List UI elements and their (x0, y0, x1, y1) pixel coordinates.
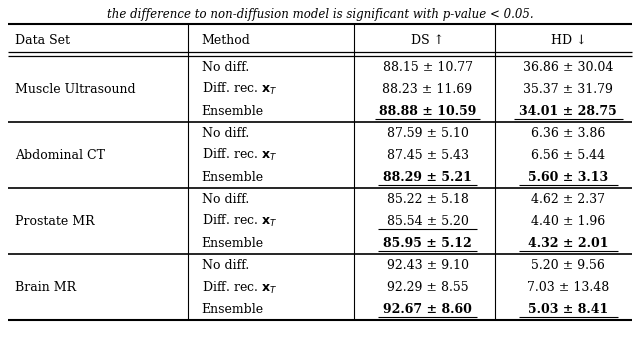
Text: 85.54 ± 5.20: 85.54 ± 5.20 (387, 215, 468, 228)
Text: 88.23 ± 11.69: 88.23 ± 11.69 (383, 83, 472, 96)
Text: 4.62 ± 2.37: 4.62 ± 2.37 (531, 193, 605, 206)
Text: No diff.: No diff. (202, 127, 249, 140)
Text: DS ↑: DS ↑ (411, 34, 444, 47)
Text: Ensemble: Ensemble (202, 303, 264, 316)
Text: Ensemble: Ensemble (202, 171, 264, 184)
Text: 4.32 ± 2.01: 4.32 ± 2.01 (528, 237, 609, 250)
Text: 5.20 ± 9.56: 5.20 ± 9.56 (531, 259, 605, 272)
Text: Diff. rec. $\mathbf{x}_T$: Diff. rec. $\mathbf{x}_T$ (202, 147, 277, 163)
Text: Diff. rec. $\mathbf{x}_T$: Diff. rec. $\mathbf{x}_T$ (202, 279, 277, 295)
Text: 35.37 ± 31.79: 35.37 ± 31.79 (524, 83, 613, 96)
Text: Data Set: Data Set (15, 34, 70, 47)
Text: 85.22 ± 5.18: 85.22 ± 5.18 (387, 193, 468, 206)
Text: 6.56 ± 5.44: 6.56 ± 5.44 (531, 149, 605, 162)
Text: 87.59 ± 5.10: 87.59 ± 5.10 (387, 127, 468, 140)
Text: 87.45 ± 5.43: 87.45 ± 5.43 (387, 149, 468, 162)
Text: 88.15 ± 10.77: 88.15 ± 10.77 (383, 61, 472, 74)
Text: 85.95 ± 5.12: 85.95 ± 5.12 (383, 237, 472, 250)
Text: No diff.: No diff. (202, 193, 249, 206)
Text: 92.29 ± 8.55: 92.29 ± 8.55 (387, 281, 468, 294)
Text: 88.29 ± 5.21: 88.29 ± 5.21 (383, 171, 472, 184)
Text: No diff.: No diff. (202, 259, 249, 272)
Text: Ensemble: Ensemble (202, 105, 264, 118)
Text: Muscle Ultrasound: Muscle Ultrasound (15, 83, 136, 96)
Text: 92.43 ± 9.10: 92.43 ± 9.10 (387, 259, 468, 272)
Text: Prostate MR: Prostate MR (15, 215, 95, 228)
Text: 4.40 ± 1.96: 4.40 ± 1.96 (531, 215, 605, 228)
Text: Diff. rec. $\mathbf{x}_T$: Diff. rec. $\mathbf{x}_T$ (202, 213, 277, 229)
Text: 6.36 ± 3.86: 6.36 ± 3.86 (531, 127, 605, 140)
Text: Method: Method (202, 34, 250, 47)
Text: 5.60 ± 3.13: 5.60 ± 3.13 (528, 171, 609, 184)
Text: 36.86 ± 30.04: 36.86 ± 30.04 (523, 61, 614, 74)
Text: Diff. rec. $\mathbf{x}_T$: Diff. rec. $\mathbf{x}_T$ (202, 81, 277, 97)
Text: 7.03 ± 13.48: 7.03 ± 13.48 (527, 281, 609, 294)
Text: Abdominal CT: Abdominal CT (15, 149, 106, 162)
Text: No diff.: No diff. (202, 61, 249, 74)
Text: 92.67 ± 8.60: 92.67 ± 8.60 (383, 303, 472, 316)
Text: the difference to non-diffusion model is significant with p-value < 0.05.: the difference to non-diffusion model is… (107, 8, 533, 21)
Text: Ensemble: Ensemble (202, 237, 264, 250)
Text: 88.88 ± 10.59: 88.88 ± 10.59 (379, 105, 476, 118)
Text: HD ↓: HD ↓ (550, 34, 586, 47)
Text: 34.01 ± 28.75: 34.01 ± 28.75 (520, 105, 617, 118)
Text: Brain MR: Brain MR (15, 281, 77, 294)
Text: 5.03 ± 8.41: 5.03 ± 8.41 (528, 303, 609, 316)
